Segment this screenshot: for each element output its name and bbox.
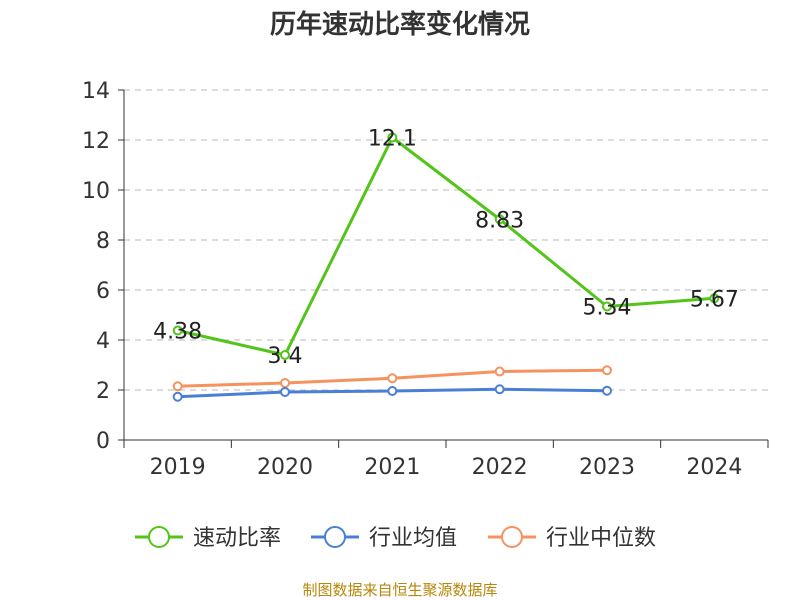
data-label: 8.83 <box>475 208 524 233</box>
legend-label: 速动比率 <box>193 526 281 551</box>
chart-title: 历年速动比率变化情况 <box>270 9 530 40</box>
data-point <box>280 350 290 360</box>
y-tick-label: 8 <box>96 229 110 254</box>
data-point <box>280 378 290 388</box>
legend-item[interactable]: 行业中位数 <box>488 526 656 551</box>
x-tick-label: 2024 <box>686 455 742 480</box>
data-point <box>172 391 183 402</box>
data-point <box>494 366 505 377</box>
data-label: 5.34 <box>583 296 632 321</box>
legend-item[interactable]: 速动比率 <box>135 526 281 551</box>
data-point <box>172 325 183 336</box>
y-tick-label: 6 <box>96 279 110 304</box>
data-point <box>387 373 398 384</box>
data-point <box>387 132 398 143</box>
legend-marker <box>324 526 346 548</box>
grid <box>124 89 768 391</box>
legend-marker <box>148 526 170 548</box>
x-tick-label: 2020 <box>257 455 313 480</box>
data-label: 3.4 <box>268 344 303 369</box>
data-point <box>494 384 505 395</box>
legend-label: 行业中位数 <box>546 526 656 551</box>
data-labels: 4.38 3.4 12.1 8.83 5.34 5.67 <box>153 127 739 370</box>
y-tick-label: 14 <box>82 79 110 104</box>
y-tick-label: 12 <box>82 129 110 154</box>
data-point <box>602 365 612 376</box>
data-point <box>172 381 183 392</box>
y-tick-label: 2 <box>96 379 110 404</box>
data-label: 12.1 <box>368 127 417 152</box>
x-tick-label: 2022 <box>472 455 528 480</box>
source-note: 制图数据来自恒生聚源数据库 <box>302 581 497 599</box>
series <box>172 132 720 402</box>
axes: 0 2 4 6 8 10 12 14 2019 2020 2021 2022 2023 2024 <box>82 79 769 480</box>
data-point <box>494 214 505 225</box>
data-point <box>280 387 290 397</box>
x-tick-label: 2019 <box>150 455 206 480</box>
data-point <box>709 293 720 304</box>
legend-item[interactable]: 行业均值 <box>311 526 457 551</box>
data-point <box>387 386 398 396</box>
y-tick-label: 0 <box>96 429 110 454</box>
legend-marker <box>501 526 523 548</box>
data-point <box>602 301 612 312</box>
y-tick-label: 4 <box>96 329 110 354</box>
legend-label: 行业均值 <box>369 526 457 551</box>
x-tick-label: 2021 <box>364 455 420 480</box>
y-tick-label: 10 <box>82 179 110 204</box>
data-point <box>602 385 612 396</box>
data-label: 4.38 <box>153 320 202 345</box>
legend[interactable]: 速动比率 行业均值 行业中位数 <box>135 526 656 551</box>
x-tick-label: 2023 <box>579 455 635 480</box>
data-label: 5.67 <box>690 287 739 312</box>
series-line <box>177 136 715 357</box>
